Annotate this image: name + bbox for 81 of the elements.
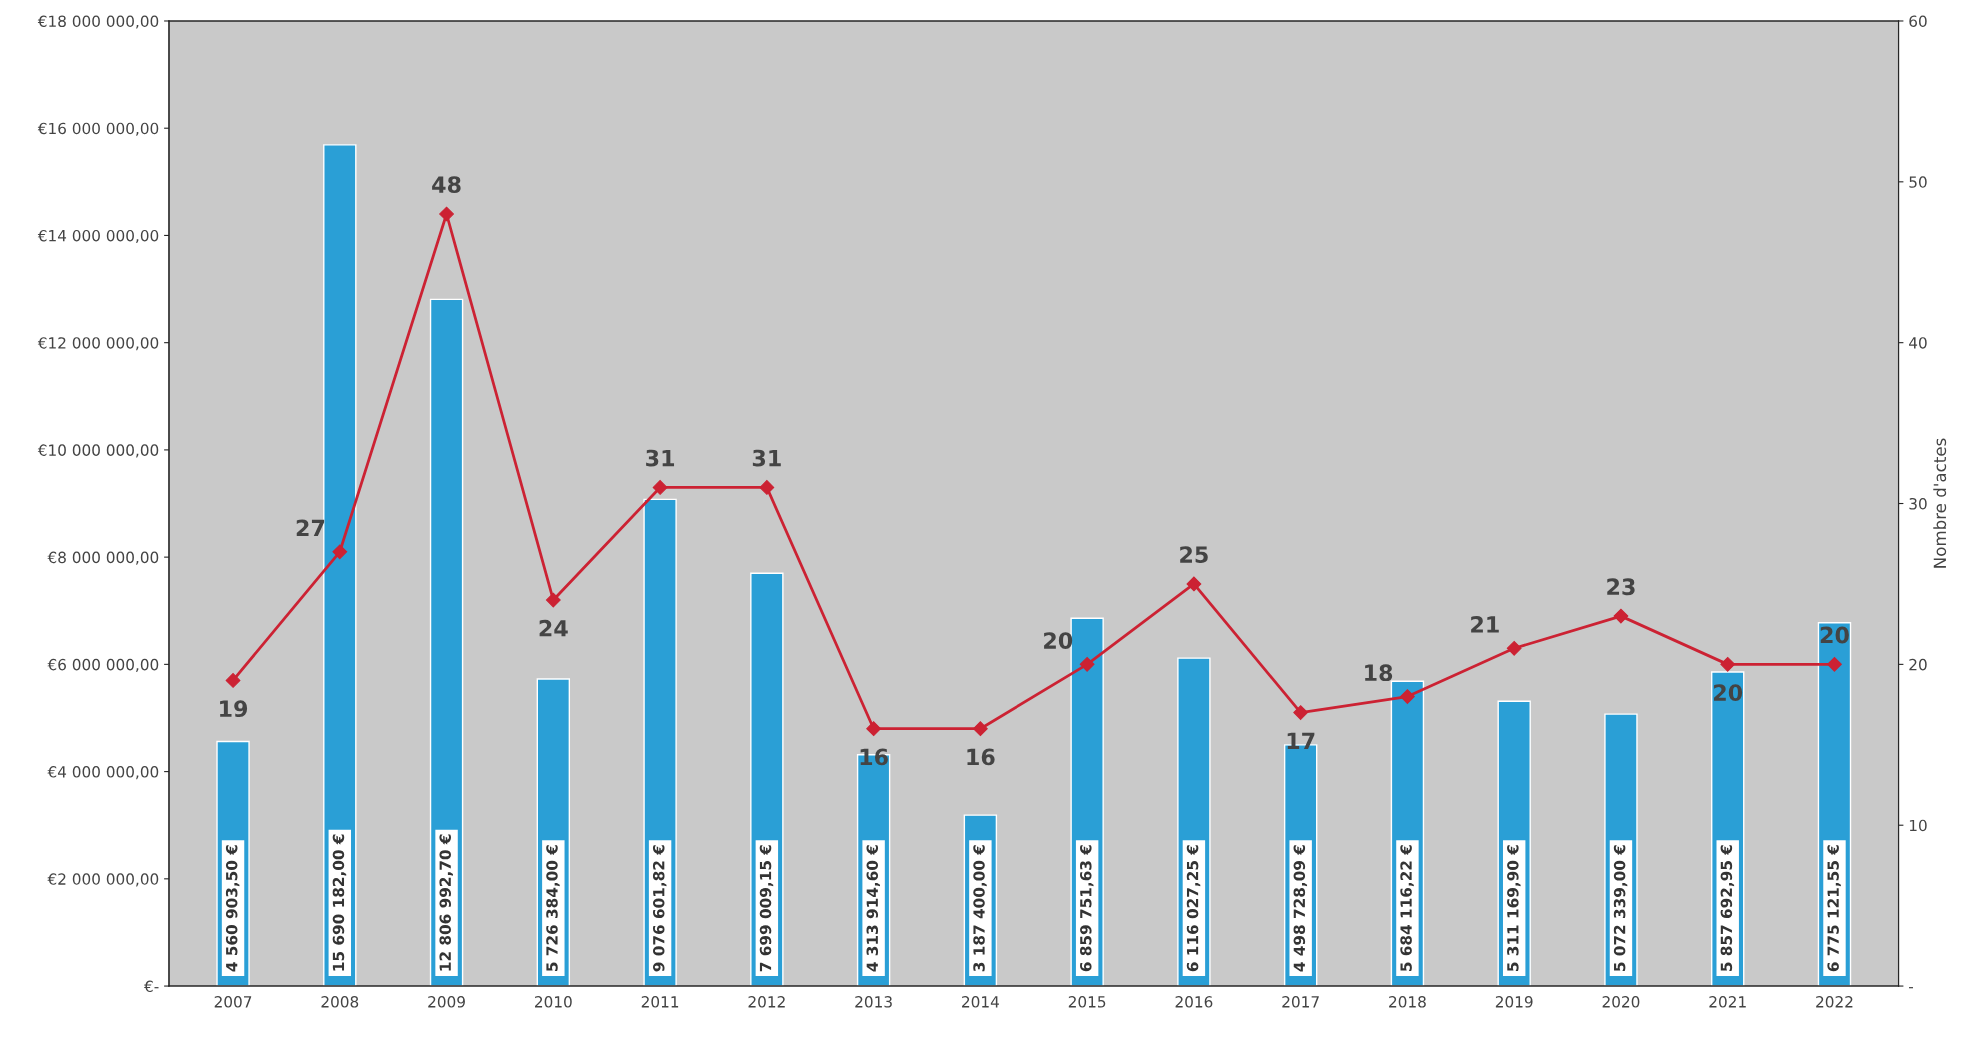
y2-tick-label: - [1909, 987, 1914, 989]
data-label: 27 [296, 519, 325, 537]
y-tick-label: €- [144, 980, 159, 993]
x-tick-label: 2012 [748, 996, 785, 1008]
point [1613, 608, 1629, 624]
data-label: 5 311 169,90 € [1507, 845, 1521, 971]
data-label: 5 072 339,00 € [1613, 845, 1628, 971]
point [1079, 656, 1095, 672]
point [545, 592, 561, 608]
x-tick-label: 2013 [855, 996, 892, 1008]
x-tick-label: 2008 [321, 996, 359, 1008]
point [652, 480, 668, 495]
y-tick-label: €6 000 000,00 [47, 658, 159, 672]
y-tick-label: €2 000 000,00 [47, 873, 159, 887]
data-label: 3 187 400,00 € [973, 845, 987, 972]
point [225, 673, 241, 688]
y2-tick-label: 20 [1909, 658, 1927, 671]
data-label: 19 [220, 700, 248, 718]
x-tick-label: 2021 [1709, 996, 1746, 1008]
x-tick-label: 2015 [1068, 996, 1106, 1008]
y2-axis-title: Nombre d'actes [1933, 438, 1947, 568]
point [866, 721, 882, 737]
data-label: 21 [1471, 616, 1499, 633]
data-label: 20 [1714, 684, 1743, 702]
data-label: 7 699 009,15 € [759, 845, 774, 972]
data-label: 20 [1820, 626, 1849, 644]
data-label: 12 806 992,70 € [439, 834, 453, 971]
data-label: 5 726 384,00 € [546, 845, 560, 971]
x-tick-label: 2018 [1389, 996, 1426, 1008]
data-label: 17 [1287, 732, 1315, 749]
data-label: 5 857 692,95 € [1720, 845, 1735, 971]
data-label: 6 859 751,63 € [1080, 845, 1094, 972]
y-tick-label: €18 000 000,00 [37, 15, 159, 29]
point [332, 544, 348, 560]
point [1400, 689, 1415, 704]
x-tick-label: 2010 [535, 996, 572, 1008]
point [1506, 640, 1522, 656]
y2-tick-label: 50 [1909, 176, 1927, 188]
x-tick-label: 2017 [1282, 996, 1319, 1008]
x-tick-label: 2009 [428, 996, 465, 1008]
y2-tick-label: 40 [1909, 337, 1927, 349]
data-label: 24 [539, 619, 568, 637]
data-label: 9 076 601,82 € [652, 845, 667, 972]
point [1827, 656, 1842, 672]
data-label: 6 775 121,55 € [1827, 845, 1841, 972]
x-tick-label: 2016 [1175, 996, 1213, 1008]
data-label: 25 [1180, 546, 1208, 563]
x-tick-label: 2019 [1495, 996, 1533, 1008]
data-label: 6 116 027,25 € [1186, 845, 1201, 972]
data-label: 4 560 903,50 € [225, 845, 240, 972]
y-tick-label: €10 000 000,00 [37, 444, 159, 458]
point [439, 206, 454, 222]
data-label: 15 690 182,00 € [332, 834, 347, 971]
x-tick-label: 2011 [641, 996, 679, 1008]
y2-tick-label: 10 [1909, 819, 1927, 832]
x-tick-label: 2022 [1816, 996, 1853, 1008]
data-label: 5 684 116,22 € [1400, 845, 1414, 971]
data-label: 31 [646, 449, 675, 467]
data-label: 31 [752, 449, 781, 467]
y2-tick-label: 30 [1909, 497, 1927, 510]
point [1186, 576, 1202, 592]
y2-tick-label: 60 [1909, 15, 1927, 27]
x-tick-label: 2020 [1602, 996, 1640, 1008]
y-tick-label: €12 000 000,00 [37, 337, 159, 351]
data-label: 20 [1044, 632, 1073, 649]
data-label: 48 [432, 176, 461, 194]
data-label: 4 498 728,09 € [1293, 845, 1308, 972]
point [1720, 656, 1736, 672]
data-label: 23 [1607, 578, 1635, 596]
y-tick-label: €16 000 000,00 [37, 122, 159, 136]
y-tick-label: €14 000 000,00 [37, 229, 159, 244]
y-tick-label: €8 000 000,00 [47, 551, 159, 565]
y-tick-label: €4 000 000,00 [47, 766, 159, 780]
point [1293, 705, 1309, 721]
data-label: 16 [967, 748, 995, 766]
data-label: 4 313 914,60 € [866, 845, 880, 972]
point [972, 721, 988, 737]
x-tick-label: 2007 [214, 996, 252, 1008]
point [759, 480, 775, 495]
data-label: 18 [1365, 664, 1393, 682]
x-tick-label: 2014 [962, 996, 999, 1008]
